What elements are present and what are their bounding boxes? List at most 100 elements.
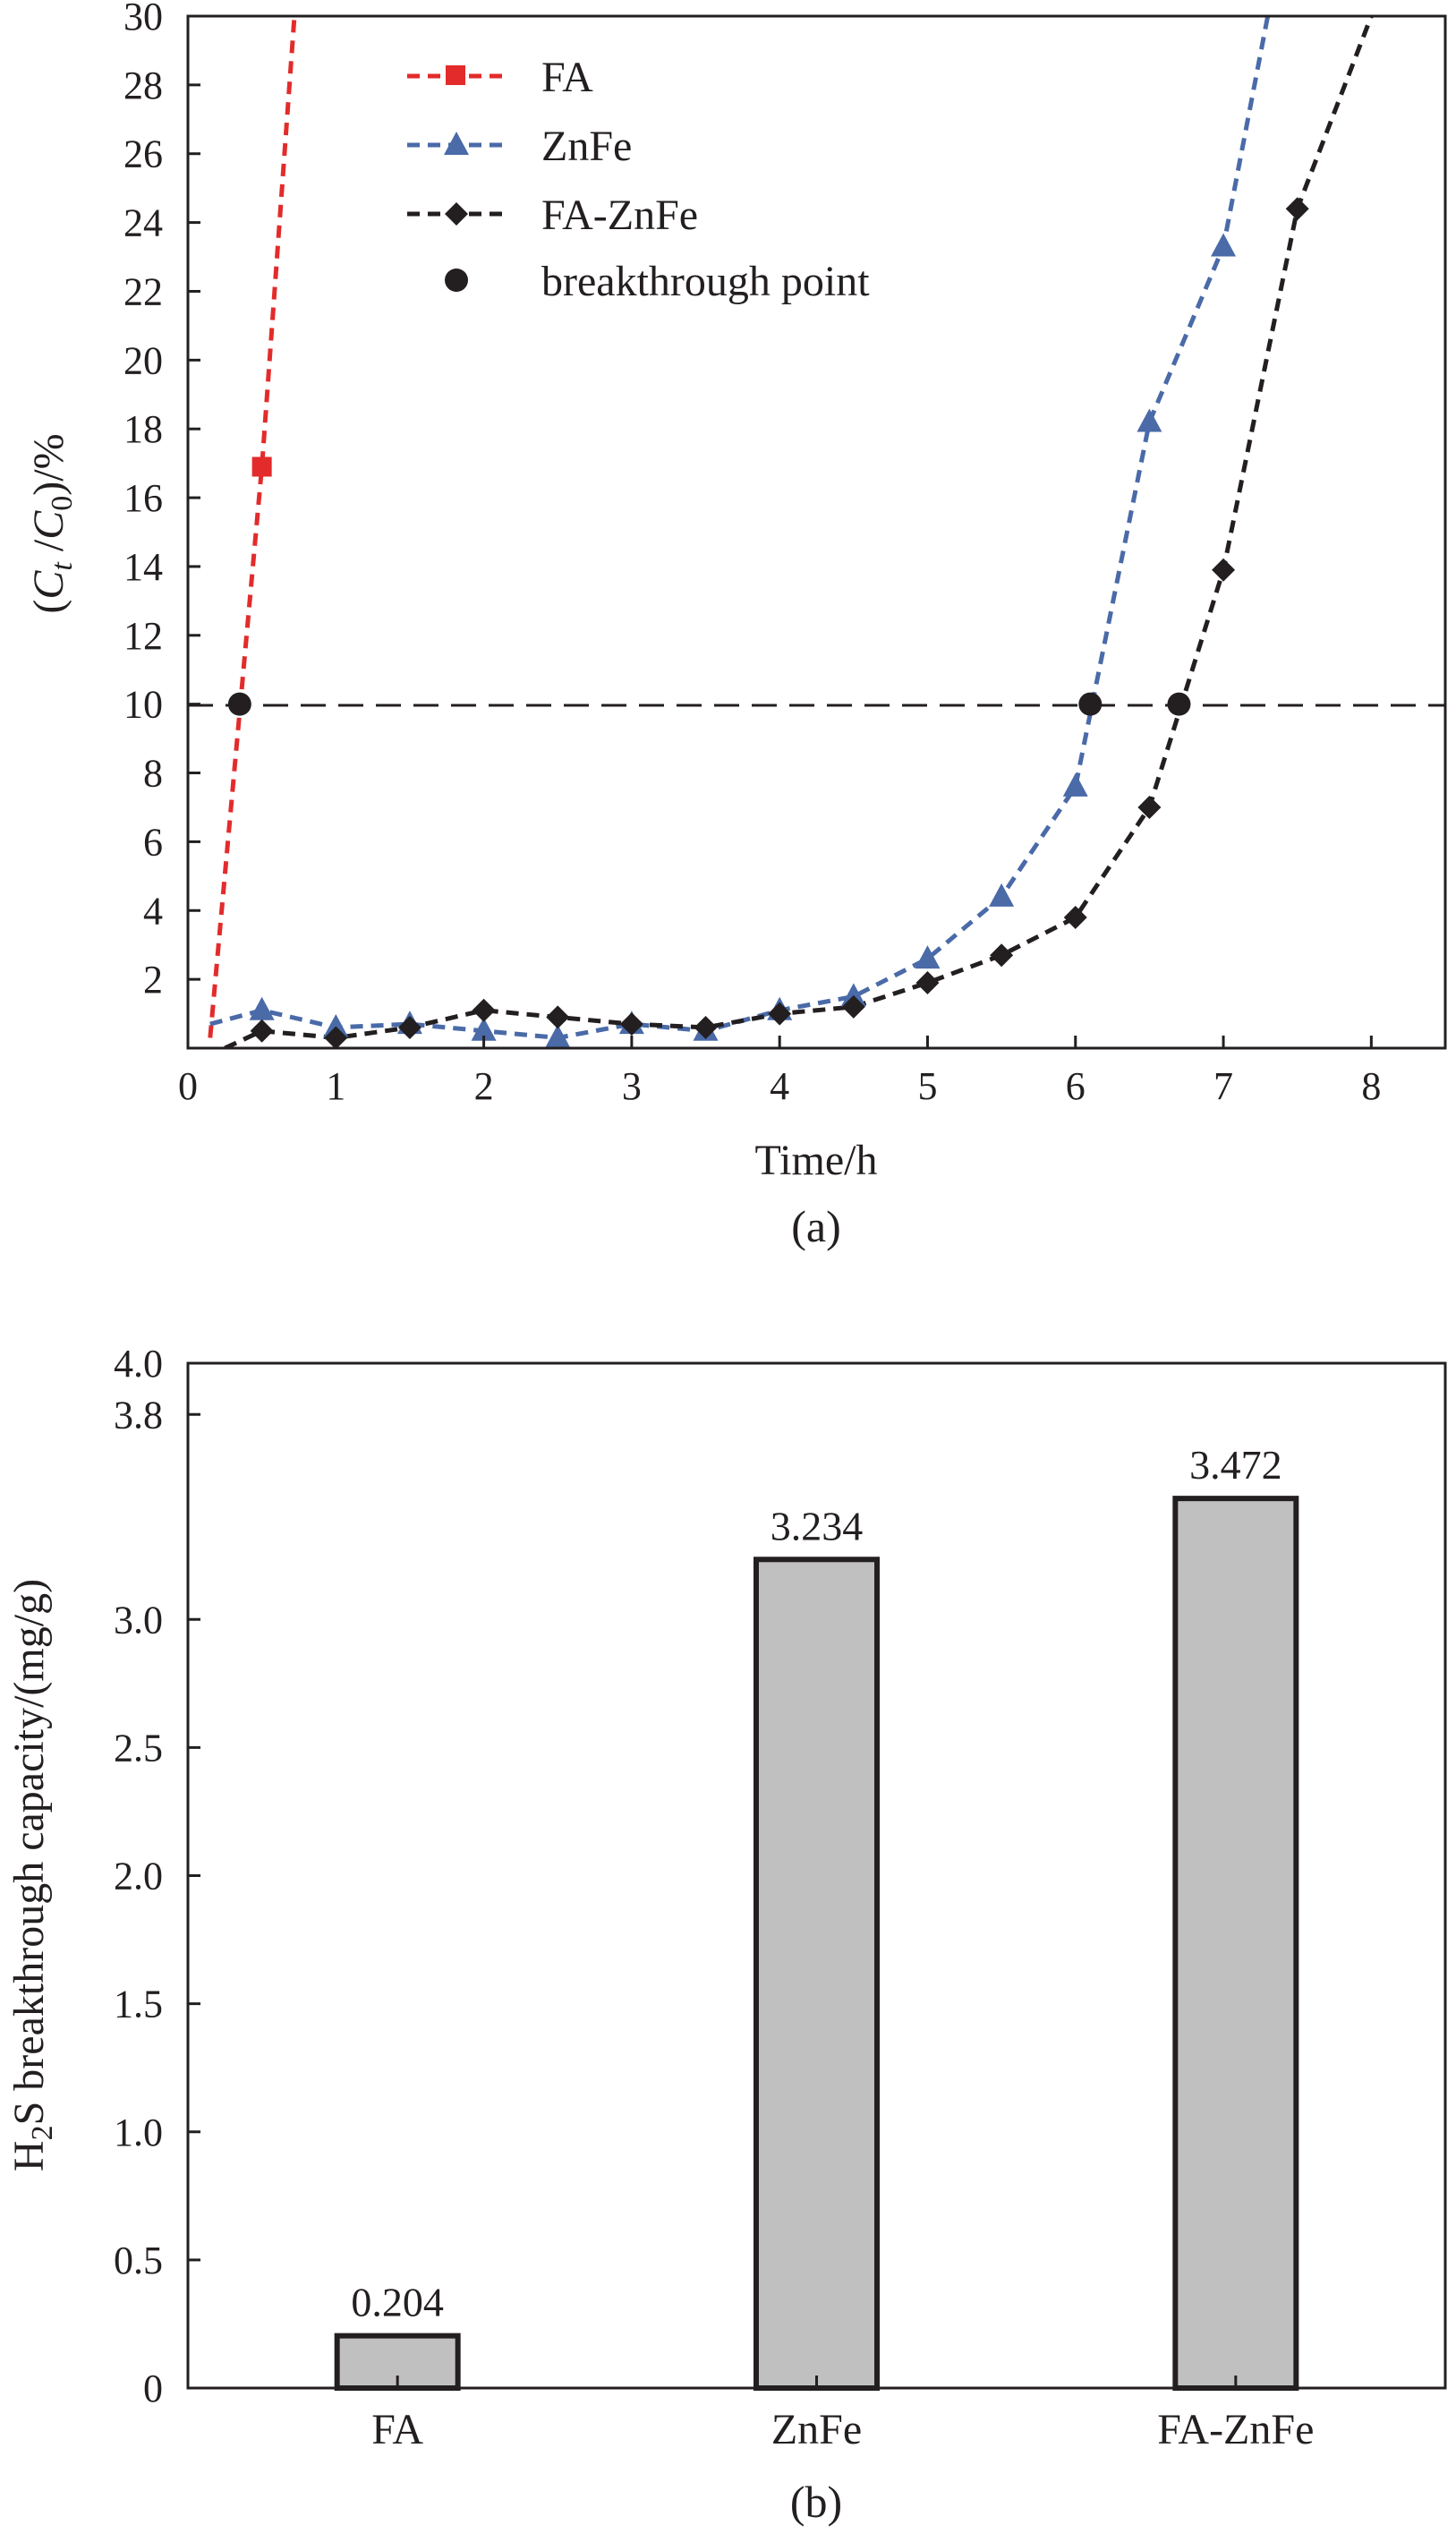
legend-entry-breakthrough: breakthrough point (445, 258, 870, 305)
x-tick-label: 6 (1066, 1064, 1086, 1108)
data-point-fa-znfe (768, 1002, 792, 1026)
y-axis-ticks-b: 0 0.5 1.0 1.5 2.0 2.5 3.0 3.8 4.0 (114, 1342, 200, 2410)
bar-value-label: 0.204 (351, 2280, 444, 2325)
x-axis-ticks: 0 1 2 3 4 5 6 7 8 (178, 1036, 1381, 1108)
x-tick-label: 1 (326, 1064, 345, 1108)
y-tick-label-b: 0.5 (114, 2239, 163, 2282)
y-tick-label: 10 (123, 683, 163, 727)
bar-value-label: 3.472 (1189, 1442, 1282, 1488)
panel-caption-b: (b) (790, 2477, 842, 2527)
legend-label-znfe: ZnFe (541, 123, 632, 170)
y-tick-label: 18 (123, 407, 163, 451)
y-tick-label-b: 1.0 (114, 2111, 163, 2154)
legend-label-fa: FA (541, 54, 593, 101)
data-point-znfe (471, 1017, 497, 1041)
x-tick-label: 0 (178, 1064, 198, 1108)
y-tick-label-b: 0 (143, 2367, 163, 2410)
y-tick-label: 4 (143, 889, 163, 933)
series-line-znfe (209, 16, 1271, 1040)
y-tick-label: 26 (123, 132, 163, 176)
data-point-znfe (1062, 772, 1088, 797)
y-tick-label: 30 (123, 0, 163, 38)
series-lines (208, 16, 1374, 1048)
legend-entry-znfe: ZnFe (407, 123, 632, 170)
data-point-znfe (915, 945, 941, 969)
x-tick-label: 8 (1361, 1064, 1381, 1108)
y-tick-label-b: 4.0 (114, 1342, 163, 1386)
data-point-breakthrough-point (1167, 692, 1191, 716)
category-label: FA-ZnFe (1157, 2406, 1314, 2453)
bar-value-label: 3.234 (771, 1503, 864, 1548)
data-point-fa-znfe (397, 1015, 421, 1039)
x-axis-label: Time/h (755, 1137, 878, 1184)
data-point-znfe (1211, 233, 1237, 257)
series-line-fa (208, 16, 297, 1038)
y-tick-label: 16 (123, 476, 163, 520)
data-point-fa-znfe (546, 1005, 570, 1029)
y-tick-label: 14 (123, 545, 163, 589)
data-point-fa-znfe (841, 994, 865, 1019)
data-point-breakthrough-point (227, 692, 251, 716)
data-point-fa-znfe (915, 970, 940, 994)
bar-znfe (754, 1557, 880, 2391)
legend-label-fa-znfe: FA-ZnFe (541, 192, 698, 239)
x-axis-categories: FA ZnFe FA-ZnFe (371, 2376, 1314, 2453)
data-point-fa-znfe (619, 1012, 643, 1036)
x-tick-label: 5 (917, 1064, 937, 1108)
triangle-marker-icon (444, 132, 469, 155)
y-tick-label: 22 (123, 269, 163, 313)
x-tick-label: 4 (770, 1064, 789, 1108)
x-tick-label: 2 (474, 1064, 494, 1108)
series-line-fa-znfe (224, 16, 1374, 1048)
y-tick-label-b: 2.0 (114, 1855, 163, 1898)
legend-label-breakthrough: breakthrough point (541, 258, 870, 305)
y-tick-label: 24 (123, 201, 163, 245)
data-point-fa-znfe (694, 1015, 718, 1039)
legend-entry-fa: FA (407, 54, 593, 101)
y-tick-label: 2 (143, 958, 163, 1002)
series-markers (227, 197, 1309, 1050)
data-point-fa-znfe (1285, 197, 1309, 221)
y-tick-label: 6 (143, 820, 163, 864)
diamond-marker-icon (445, 202, 468, 226)
x-tick-label: 3 (622, 1064, 642, 1108)
data-point-fa (251, 456, 272, 477)
category-label: FA (371, 2406, 423, 2453)
y-axis-label-b: H2S breakthrough capacity/(mg/g) (5, 1579, 59, 2171)
y-tick-label-b: 3.0 (114, 1598, 163, 1642)
bar-chart-panel: 0.204 3.234 3.472 0 0.5 1.0 1.5 2.0 2.5 3.0 3.8 4.… (5, 1342, 1447, 2527)
bars: 0.204 3.234 3.472 (334, 1442, 1299, 2391)
data-point-fa-znfe (1212, 558, 1236, 582)
data-point-fa-znfe (1063, 905, 1087, 929)
bar-fa-znfe (1172, 1496, 1299, 2391)
data-point-fa-znfe (990, 943, 1014, 968)
y-tick-label-b: 2.5 (114, 1726, 163, 1770)
plot-frame (186, 14, 1447, 1050)
y-tick-label-b: 1.5 (114, 1983, 163, 2026)
x-tick-label: 7 (1213, 1064, 1233, 1108)
y-tick-label: 8 (143, 752, 163, 796)
data-point-znfe (323, 1013, 349, 1037)
data-point-fa-znfe (472, 998, 496, 1022)
y-axis-label: (Ct /C0)/% (25, 433, 79, 613)
data-point-znfe (545, 1024, 571, 1048)
panel-caption-a: (a) (791, 1201, 841, 1251)
circle-marker-icon (445, 269, 468, 292)
y-tick-label: 12 (123, 614, 163, 658)
data-point-znfe (1137, 408, 1162, 432)
data-point-znfe (840, 983, 866, 1007)
legend-entry-fa-znfe: FA-ZnFe (407, 192, 698, 239)
data-point-breakthrough-point (1078, 692, 1103, 716)
y-tick-label: 28 (123, 64, 163, 107)
data-point-fa-znfe (1137, 795, 1162, 819)
data-point-fa-znfe (250, 1019, 274, 1043)
legend: FA ZnFe FA-ZnFe breakthrough point (407, 54, 870, 305)
square-marker-icon (446, 65, 465, 85)
y-tick-label: 20 (123, 338, 163, 382)
data-point-znfe (989, 883, 1015, 907)
category-label: ZnFe (771, 2406, 862, 2453)
data-point-znfe (249, 996, 275, 1020)
